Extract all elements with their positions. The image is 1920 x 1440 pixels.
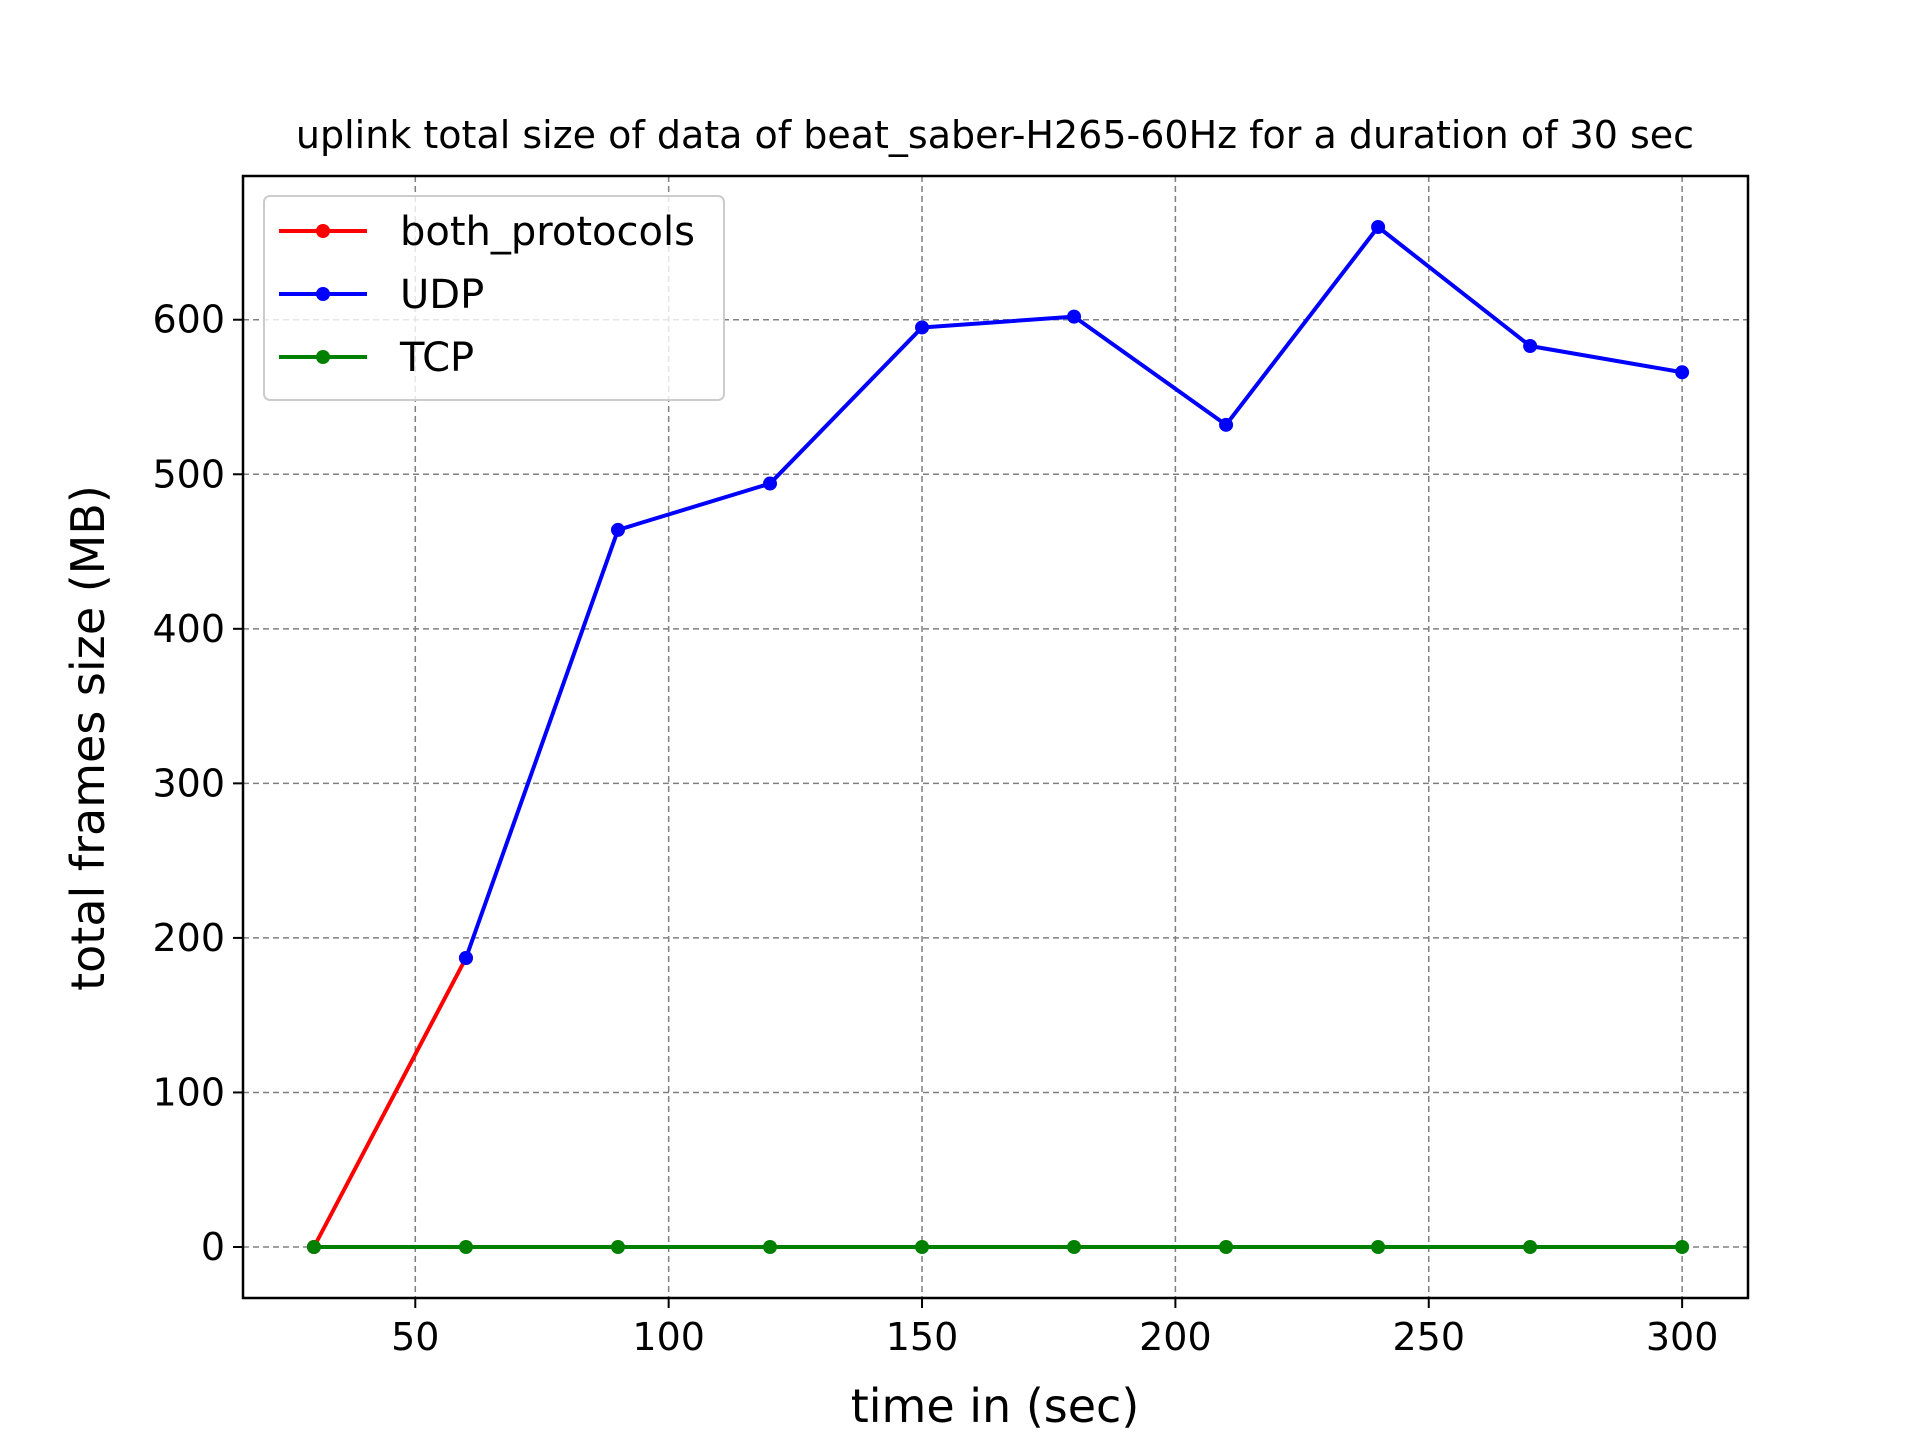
series-layer — [306, 220, 1690, 1254]
data-point-tcp — [1219, 1240, 1234, 1254]
legend-label: TCP — [399, 335, 474, 381]
data-point-udp — [915, 320, 930, 335]
data-point-udp — [1219, 417, 1234, 432]
data-point-tcp — [1067, 1240, 1082, 1254]
data-point-udp — [1675, 365, 1690, 380]
series-line-both-protocols — [311, 956, 468, 1249]
data-point-udp — [763, 476, 778, 491]
axis-ticks: 50 100 150 200 250 300 0 100 200 300 400 500 600 — [152, 298, 1718, 1359]
x-tick-label: 50 — [391, 1315, 439, 1359]
data-point-tcp — [1523, 1240, 1538, 1254]
legend-item-both-protocols: both_protocols — [279, 209, 695, 255]
legend-items: both_protocols UDP TCP — [279, 209, 695, 381]
x-tick-label: 150 — [886, 1315, 959, 1359]
legend-label: both_protocols — [400, 209, 695, 255]
y-tick-label: 400 — [152, 607, 225, 651]
y-axis-label: total frames size (MB) — [61, 485, 115, 991]
x-tick-label: 250 — [1392, 1315, 1465, 1359]
data-point-tcp — [915, 1240, 930, 1254]
plot-frame — [241, 174, 1750, 1300]
legend-swatch-marker — [316, 287, 330, 301]
series-tcp — [306, 1240, 1690, 1254]
y-tick-label: 300 — [152, 761, 225, 805]
y-tick-label: 100 — [152, 1070, 225, 1114]
legend-label: UDP — [400, 272, 484, 318]
data-point-udp — [610, 522, 625, 537]
y-tick-label: 600 — [152, 298, 225, 342]
data-point-tcp — [763, 1240, 778, 1254]
data-point-tcp — [1675, 1240, 1690, 1254]
data-point-tcp — [1371, 1240, 1386, 1254]
chart-title: uplink total size of data of beat_saber-… — [296, 113, 1694, 157]
legend-item-udp: UDP — [279, 272, 484, 318]
x-tick-label: 300 — [1646, 1315, 1719, 1359]
legend-swatch-marker — [316, 350, 330, 364]
x-tick-label: 200 — [1139, 1315, 1212, 1359]
series-udp — [458, 220, 1690, 965]
x-axis-label: time in (sec) — [851, 1379, 1140, 1433]
legend: both_protocols UDP TCP — [263, 195, 725, 401]
legend-item-tcp: TCP — [279, 335, 474, 381]
data-point-udp — [1523, 339, 1538, 353]
data-point-tcp — [610, 1240, 625, 1254]
data-point-udp — [1067, 309, 1082, 324]
legend-swatch-marker — [316, 224, 330, 238]
y-tick-label: 200 — [152, 916, 225, 960]
y-tick-label: 500 — [152, 452, 225, 496]
data-point-udp — [1371, 220, 1386, 234]
data-point-udp — [458, 951, 473, 965]
y-tick-label: 0 — [201, 1225, 225, 1269]
data-point-tcp — [306, 1240, 321, 1254]
data-point-tcp — [458, 1240, 473, 1254]
legend-box — [263, 195, 725, 401]
x-tick-label: 100 — [632, 1315, 705, 1359]
